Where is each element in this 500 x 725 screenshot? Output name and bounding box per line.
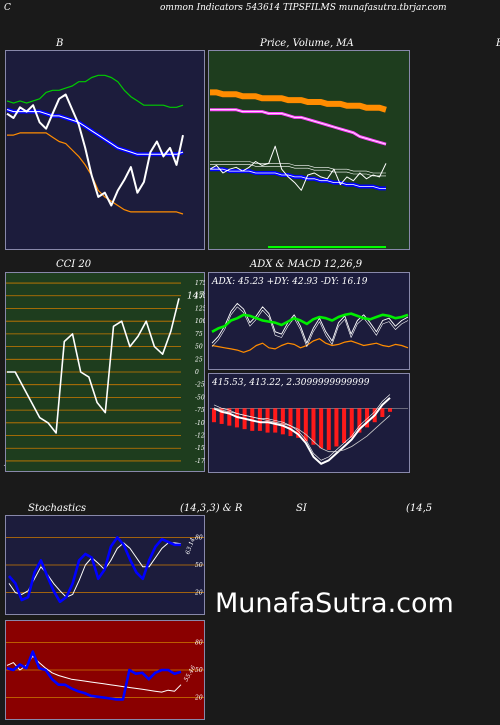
macd-histogram-bar — [326, 408, 331, 450]
macd-histogram-bar — [219, 408, 224, 424]
page-title: ommon Indicators 543614 TIPSFILMS munafa… — [160, 3, 447, 13]
macd-histogram-bar — [211, 408, 217, 423]
ma-pink-core — [210, 109, 387, 145]
macd-histogram-bar — [387, 408, 393, 412]
cci-tick-label: -25 — [195, 382, 205, 389]
cci-tick-label: -100 — [195, 420, 205, 427]
cci-tick-label: 50 — [195, 344, 203, 351]
macd-histogram-bar — [288, 408, 293, 437]
stoch-params: (14,3,3) & R — [180, 503, 243, 514]
adx-readout: ADX: 45.23 +DY: 42.93 -DY: 16.19 — [211, 277, 368, 287]
adx-plus-dy-line — [211, 302, 409, 344]
cci-tick-label: 175 — [195, 280, 205, 287]
macd-chart: 415.53, 413.22, 2.3099999999999 — [208, 373, 410, 473]
macd-histogram-bar — [334, 408, 339, 447]
macd-panel: 415.53, 413.22, 2.3099999999999 — [208, 373, 410, 473]
cci-chart: 175 150 125 100 75 50 25 0 -25 -50 -75 -100 -125 -150… — [5, 272, 205, 472]
williams-blue-line — [6, 650, 182, 701]
macd-line — [213, 397, 391, 465]
stoch-level-label: 80 — [195, 534, 203, 541]
price-panel — [208, 50, 410, 250]
macd-histogram-bar — [311, 408, 316, 445]
bb-price-line — [6, 93, 184, 207]
adx-macd-title: ADX & MACD 12,26,9 — [250, 259, 363, 270]
bb-background — [5, 50, 205, 250]
adx-line — [211, 312, 409, 333]
adx-panel: ADX: 45.23 +DY: 42.93 -DY: 16.19 — [208, 272, 410, 370]
cci-title: CCI 20 — [56, 259, 92, 270]
cci-tick-label: 150 — [195, 293, 205, 300]
stoch-title: Stochastics — [28, 503, 86, 514]
cci-tick-label: -175 — [195, 458, 205, 465]
macd-readout: 415.53, 413.22, 2.3099999999999 — [211, 378, 370, 388]
bb-upper-band — [6, 74, 184, 108]
macd-histogram-bar — [349, 408, 354, 438]
cci-tick-label: -150 — [195, 445, 205, 452]
left-letter: C — [4, 3, 11, 13]
stoch-d-line — [8, 542, 182, 598]
cci-tick-label: -125 — [195, 433, 205, 440]
ma-white-line-b — [210, 164, 386, 177]
macd-line-shadow — [213, 394, 391, 461]
macd-histogram-bar — [303, 408, 308, 442]
cci-tick-label: 0 — [195, 369, 199, 376]
williams-level-label: 50 — [195, 667, 203, 674]
macd-histogram-bar — [227, 408, 232, 426]
price-title: Price, Volume, MA — [260, 38, 354, 49]
right-edge-letter: B — [496, 38, 500, 49]
ma-blue-core — [210, 168, 386, 189]
cci-tick-label: -75 — [195, 407, 205, 414]
bollinger-chart — [5, 50, 205, 250]
cci-tick-label: -50 — [195, 394, 205, 401]
cci-panel: 175 150 125 100 75 50 25 0 -25 -50 -75 -100 -125 -150… — [5, 272, 205, 472]
cci-line — [7, 298, 180, 434]
stoch-level-label: 50 — [195, 562, 203, 569]
ma-orange-line — [210, 89, 387, 113]
cci-tick-label: 100 — [195, 318, 205, 325]
price-line — [209, 145, 387, 191]
williams-level-label: 80 — [195, 639, 203, 646]
stoch-level-label: 20 — [194, 590, 203, 597]
price-chart — [208, 50, 410, 250]
bb-title: B — [56, 38, 64, 49]
macd-background — [208, 373, 410, 473]
stoch-k-line — [8, 536, 181, 604]
macd-histogram-bar — [296, 408, 301, 438]
adx-chart: ADX: 45.23 +DY: 42.93 -DY: 16.19 — [208, 272, 410, 370]
cci-tick-label: 25 — [194, 356, 203, 363]
cci-tick-label: 75 — [195, 331, 203, 338]
stoch-panel: 80 50 20 63.14 — [5, 515, 205, 615]
macd-histogram-bar — [380, 408, 385, 417]
ma-white-line-a — [210, 161, 386, 174]
macd-histogram-bar — [342, 408, 347, 443]
watermark: MunafaSutra.com — [215, 588, 454, 619]
price-background — [208, 50, 410, 250]
rsi-params: (14,5 — [406, 503, 433, 514]
cci-last-value: 147 — [187, 291, 204, 301]
adx-minus-dy-line — [211, 338, 409, 353]
macd-histogram-bar — [357, 408, 362, 433]
williams-level-label: 20 — [194, 695, 203, 702]
macd-histogram-bar — [365, 408, 370, 428]
cci-tick-label: 125 — [195, 305, 205, 312]
macd-histogram-bar — [257, 408, 262, 431]
bollinger-panel — [5, 50, 205, 250]
macd-histogram-bar — [280, 408, 285, 435]
williams-panel: 80 50 20 55.46 — [5, 620, 205, 720]
macd-histogram-bar — [319, 408, 324, 449]
rsi-title: SI — [296, 503, 307, 514]
